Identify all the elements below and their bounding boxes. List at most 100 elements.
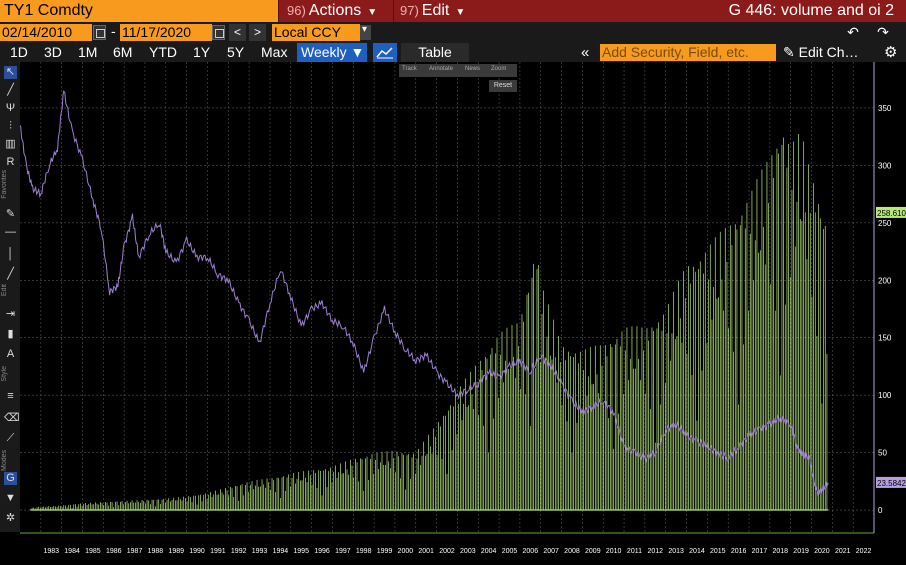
line-chart-icon[interactable] [373,43,397,62]
x-tick-label: 2016 [731,548,747,555]
period-max[interactable]: Max [261,44,288,60]
brush-icon[interactable]: ⟋ [6,432,15,444]
pen-icon[interactable]: ✎ [5,208,16,220]
date-separator: - [111,23,116,39]
double-chevron-left-icon[interactable]: « [581,44,590,61]
end-date-input[interactable]: 11/17/2020 [120,24,212,41]
redo-icon[interactable]: ↷ [877,24,889,40]
x-tick-label: 2022 [856,548,872,555]
x-tick-label: 1984 [64,548,80,555]
last-value-vol-label: 258.6107 [877,209,906,218]
section-label-modes: Modes [1,450,8,472]
period-1m[interactable]: 1M [78,44,98,60]
gear-icon[interactable]: ⚙ [884,44,898,61]
cursor-icon[interactable]: ↖ [4,66,17,79]
x-tick-label: 2013 [668,548,684,555]
add-security-input[interactable]: Add Security, Field, etc. [600,44,776,61]
x-tick-label: 2005 [502,548,518,555]
x-tick-label: 1988 [148,548,164,555]
period-5y[interactable]: 5Y [227,44,245,60]
annotate-button[interactable]: Annotate [429,66,454,72]
x-tick-label: 1995 [293,548,309,555]
undo-icon[interactable]: ↶ [847,24,859,40]
news-button[interactable]: News [465,66,481,72]
currency-select[interactable]: Local CCY [272,24,360,41]
line-chart-icon-graphic [376,47,393,59]
filter-icon[interactable]: ▼ [5,492,16,504]
x-tick-label: 1986 [106,548,122,555]
chevron-left-icon[interactable]: < [229,24,246,41]
move-icon[interactable]: ⇥ [5,308,16,320]
price-line [20,90,829,496]
horizontal-line-icon[interactable]: — [5,226,16,238]
calendar-icon[interactable] [93,25,106,40]
x-tick-label: 1989 [168,548,184,555]
chevron-right-icon[interactable]: > [249,24,266,41]
trendline-icon[interactable]: ╱ [7,84,14,96]
ruler-icon[interactable]: R [6,156,15,168]
y-tick-label: 300 [878,161,892,170]
section-label-edit: Edit [1,284,8,297]
y-tick-label: 150 [878,334,892,343]
x-tick-label: 2008 [564,548,580,555]
zoom-button[interactable]: Zoom [491,66,507,72]
last-value-price: 23.5842 [876,476,906,488]
period-3d[interactable]: 3D [44,44,62,60]
x-tick-label: 2020 [814,548,830,555]
edit-menu[interactable]: 97) Edit ▼ [393,0,505,22]
line-style-icon[interactable]: ≡ [7,390,14,402]
edit-chart-button[interactable]: ✎ Edit Ch… [783,43,859,62]
x-tick-label: 1999 [377,548,393,555]
calendar-icon[interactable] [212,25,225,40]
trash-icon[interactable]: ▮ [7,328,14,340]
y-tick-label: 50 [878,449,887,458]
track-button[interactable]: Track [402,66,417,72]
section-label-favorites: Favorites [1,170,8,199]
bars-icon[interactable]: ▥ [5,138,16,150]
table-button[interactable]: Table [401,43,469,62]
x-tick-label: 2017 [752,548,768,555]
x-tick-label: 1994 [273,548,289,555]
eraser-icon[interactable]: ⌫ [4,412,20,424]
text-icon[interactable]: A [6,348,15,360]
fork-icon[interactable]: Ψ [5,102,16,114]
period-bar: 1D 3D 1M 6M YTD 1Y 5Y Max Weekly ▼ Table… [0,42,906,62]
frequency-select[interactable]: Weekly ▼ [297,43,367,62]
x-tick-label: 1991 [210,548,226,555]
actions-menu[interactable]: 96) Actions ▼ [278,0,393,22]
x-tick-label: 2007 [543,548,559,555]
period-1y[interactable]: 1Y [193,44,211,60]
x-tick-label: 2010 [606,548,622,555]
y-tick-label: 100 [878,391,892,400]
x-tick-label: 2014 [689,548,705,555]
reset-button[interactable]: Reset [489,80,517,92]
period-1d[interactable]: 1D [10,44,28,60]
last-value-price-box [876,476,906,488]
grid [20,62,874,533]
start-date-input[interactable]: 02/14/2010 [0,24,92,41]
x-tick-label: 1996 [314,548,330,555]
diagonal-line-icon[interactable]: ╱ [7,268,14,280]
ticker-field[interactable]: TY1 Comdty [0,0,278,22]
x-tick-label: 2018 [772,548,788,555]
refresh-icon[interactable]: G [4,472,17,485]
x-tick-label: 2002 [439,548,455,555]
x-tick-label: 1990 [189,548,205,555]
x-tick-label: 2001 [418,548,434,555]
fibonacci-icon[interactable]: ⫶ [9,120,12,132]
pencil-icon: ✎ [783,44,795,60]
series-price [20,90,829,496]
x-tick-label: 1993 [252,548,268,555]
chevron-down-icon[interactable] [360,24,371,40]
drawing-toolbar: ↖ ╱ Ψ ⫶ ▥ R Favorites ✎ — │ ╱ Edit ⇥ ▮ A… [0,62,20,532]
x-tick-label: 2006 [523,548,539,555]
actions-menu-label: Actions [308,2,362,19]
x-tick-label: 2011 [627,548,642,555]
x-tick-label: 2019 [793,548,809,555]
period-ytd[interactable]: YTD [149,44,177,60]
vertical-line-icon[interactable]: │ [7,248,14,260]
y-tick-label: 0 [878,506,883,515]
settings-icon[interactable]: ✲ [5,512,16,524]
period-6m[interactable]: 6M [113,44,133,60]
